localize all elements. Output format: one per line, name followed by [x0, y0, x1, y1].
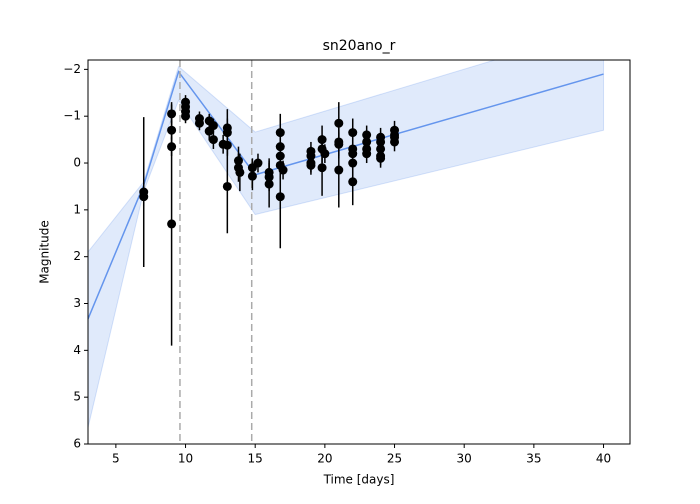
data-point	[334, 165, 344, 175]
data-point	[376, 144, 386, 154]
y-tick-label: 3	[73, 296, 81, 310]
data-point	[348, 149, 358, 159]
x-tick-label: 25	[387, 452, 402, 466]
data-point	[222, 181, 232, 191]
data-point	[317, 163, 327, 173]
data-point	[376, 137, 386, 147]
axes-frame	[87, 59, 631, 445]
data-point	[208, 135, 218, 145]
y-tick-label: 2	[73, 249, 81, 263]
data-point	[348, 158, 358, 168]
x-tick-label: 40	[596, 452, 611, 466]
data-point	[235, 167, 245, 177]
data-point	[208, 121, 218, 131]
data-point	[390, 137, 400, 147]
data-point	[317, 135, 327, 145]
x-tick-label: 15	[248, 452, 263, 466]
y-tick-label: 6	[73, 437, 81, 451]
data-point	[275, 151, 285, 161]
data-point	[334, 139, 344, 149]
data-point	[376, 153, 386, 163]
data-point	[139, 192, 149, 202]
x-tick-label: 30	[457, 452, 472, 466]
data-point	[167, 219, 177, 229]
data-point	[222, 140, 232, 150]
y-tick-label: −2	[63, 62, 81, 76]
x-tick-label: 10	[178, 452, 193, 466]
data-point	[278, 165, 288, 175]
model-band	[88, 60, 605, 428]
data-point	[275, 192, 285, 202]
x-axis-label: Time [days]	[323, 473, 395, 487]
data-point	[181, 111, 191, 121]
data-point	[362, 130, 372, 140]
model-line	[88, 70, 604, 320]
data-point	[167, 125, 177, 135]
data-point	[264, 179, 274, 189]
data-point	[334, 118, 344, 128]
data-point	[167, 109, 177, 119]
data-point	[194, 118, 204, 128]
data-point	[233, 156, 243, 166]
data-point	[275, 142, 285, 152]
data-point	[320, 149, 330, 159]
data-point	[222, 128, 232, 138]
data-point	[247, 171, 257, 181]
data-point	[306, 151, 316, 161]
x-tick-label: 5	[112, 452, 120, 466]
y-tick-label: 4	[73, 343, 81, 357]
data-point	[275, 128, 285, 138]
y-tick-label: 5	[73, 390, 81, 404]
data-point	[306, 160, 316, 170]
data-point	[264, 172, 274, 182]
y-axis-label: Magnitude	[38, 220, 52, 284]
x-tick-label: 20	[317, 452, 332, 466]
data-point	[362, 137, 372, 147]
data-point	[348, 177, 358, 187]
plot-area	[88, 60, 605, 444]
y-tick-label: 1	[73, 202, 81, 216]
data-point	[348, 128, 358, 138]
data-point	[362, 149, 372, 159]
y-tick-label: 0	[73, 156, 81, 170]
data-point	[253, 158, 263, 168]
x-tick-label: 35	[526, 452, 541, 466]
data-point	[167, 142, 177, 152]
y-tick-label: −1	[63, 109, 81, 123]
chart-title: sn20ano_r	[323, 38, 396, 54]
